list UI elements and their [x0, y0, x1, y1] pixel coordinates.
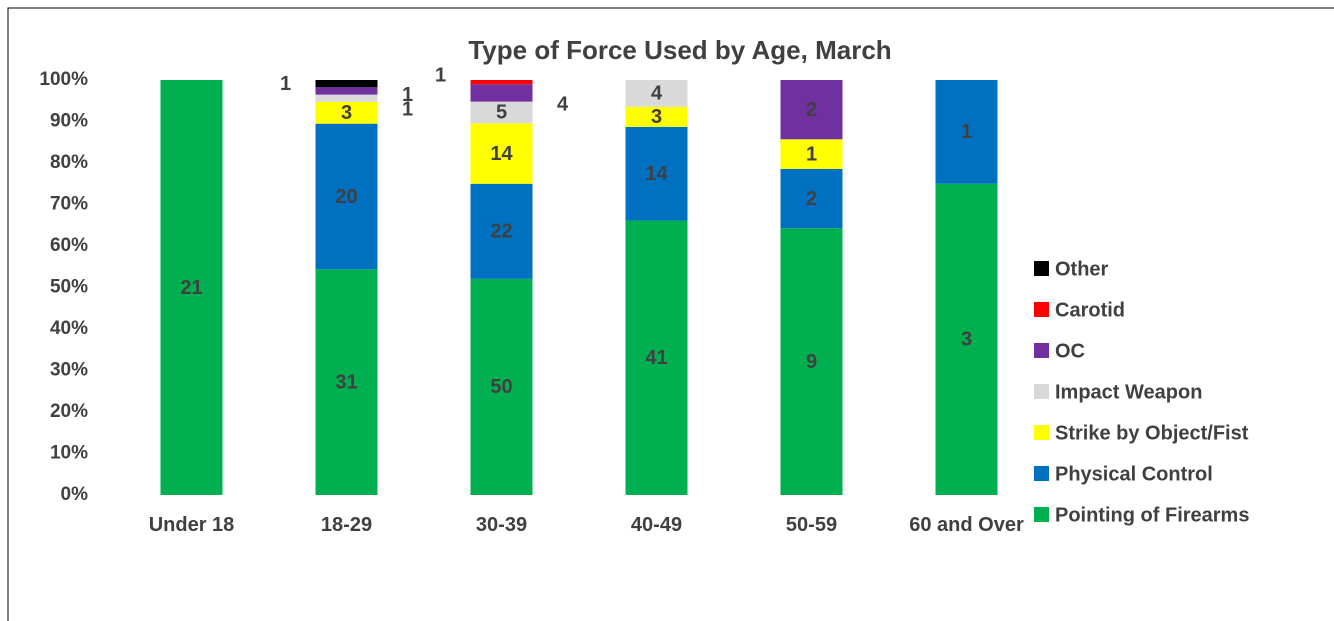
data-label: 1 — [402, 84, 413, 106]
bar-segment — [160, 80, 223, 495]
chart-title: Type of Force Used by Age, March — [468, 35, 891, 65]
y-tick-label: 40% — [50, 318, 88, 339]
data-label: 2 — [806, 188, 817, 210]
data-label: 1 — [806, 143, 817, 165]
data-label: 2 — [806, 99, 817, 121]
legend-label: Other — [1055, 258, 1109, 280]
y-tick-label: 90% — [50, 111, 88, 132]
y-tick-label: 70% — [50, 194, 88, 215]
legend-swatch — [1034, 302, 1049, 317]
legend-label: Physical Control — [1055, 463, 1213, 485]
legend-label: Strike by Object/Fist — [1055, 422, 1249, 444]
data-label: 4 — [557, 93, 569, 115]
bar-segment — [780, 168, 843, 229]
bar-segment — [780, 139, 843, 169]
x-tick-label: 50-59 — [785, 514, 838, 536]
legend-label: OC — [1055, 340, 1085, 362]
data-label: 3 — [961, 329, 972, 351]
data-label: 1 — [402, 98, 413, 120]
data-label: 3 — [341, 102, 352, 124]
bar-segment — [935, 80, 998, 184]
bar-segment — [315, 87, 378, 95]
bar-segment — [625, 80, 688, 107]
y-tick-label: 30% — [50, 360, 88, 381]
data-label: 20 — [335, 186, 357, 208]
x-tick-label: 40-49 — [630, 514, 683, 536]
legend-label: Impact Weapon — [1055, 381, 1202, 403]
bar-segment — [780, 228, 843, 495]
x-tick-label: 30-39 — [475, 514, 528, 536]
data-label: 1 — [961, 121, 972, 143]
y-tick-label: 60% — [50, 235, 88, 256]
data-label: 3 — [651, 106, 662, 128]
x-tick-label: 60 and Over — [909, 514, 1024, 536]
legend-swatch — [1034, 466, 1049, 481]
x-tick-label: Under 18 — [148, 514, 235, 536]
data-label: 4 — [651, 83, 663, 105]
frame — [7, 7, 1334, 621]
data-label: 9 — [806, 351, 817, 373]
legend-label: Pointing of Firearms — [1055, 504, 1249, 526]
bar-segment — [935, 183, 998, 495]
legend-swatch — [1034, 261, 1049, 276]
data-label: 21 — [180, 277, 202, 299]
bar-segment — [315, 94, 378, 102]
legend-swatch — [1034, 507, 1049, 522]
bar-segment — [470, 101, 533, 124]
data-label: 1 — [435, 64, 446, 86]
y-tick-label: 0% — [61, 484, 89, 505]
data-label: 41 — [645, 347, 667, 369]
data-label: 31 — [335, 371, 357, 393]
bar-segment — [625, 106, 688, 127]
bar-segment — [470, 123, 533, 184]
legend-swatch — [1034, 425, 1049, 440]
y-tick-label: 20% — [50, 401, 88, 422]
bar-segment — [315, 269, 378, 495]
bar-segment — [315, 80, 378, 88]
data-label: 5 — [496, 102, 507, 124]
data-label: 14 — [645, 163, 668, 185]
bar-segment — [470, 84, 533, 102]
y-tick-label: 50% — [50, 277, 88, 298]
data-label: 50 — [490, 376, 512, 398]
bar-segment — [315, 101, 378, 124]
legend-label: Carotid — [1055, 299, 1125, 321]
bar-segment — [625, 220, 688, 495]
y-tick-label: 10% — [50, 443, 88, 464]
data-label: 22 — [490, 221, 512, 243]
bar-segment — [470, 80, 533, 85]
legend-swatch — [1034, 343, 1049, 358]
data-label: 1 — [280, 73, 291, 95]
y-tick-label: 100% — [39, 69, 88, 90]
legend-swatch — [1034, 384, 1049, 399]
bar-segment — [470, 183, 533, 279]
bar-segment — [470, 278, 533, 495]
bar-segment — [315, 123, 378, 270]
data-label: 14 — [490, 143, 513, 165]
bar-segment — [625, 126, 688, 221]
y-tick-label: 80% — [50, 152, 88, 173]
x-tick-label: 18-29 — [320, 514, 373, 536]
bar-segment — [780, 80, 843, 140]
